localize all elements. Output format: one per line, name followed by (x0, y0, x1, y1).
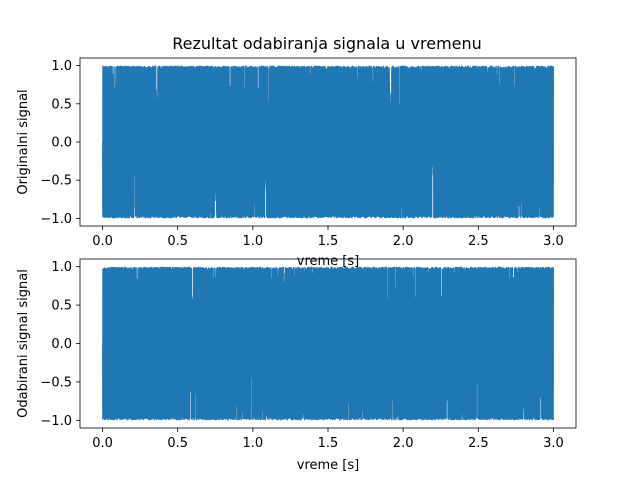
bottom-signal-line (102, 266, 554, 421)
x-tick-label: 1.5 (318, 234, 339, 249)
x-tick-label: 3.0 (543, 436, 564, 451)
top-x-ticks: 0.0 0.5 1.0 1.5 2.0 2.5 3.0 (92, 226, 564, 249)
signal-path (102, 266, 554, 421)
top-signal-line (102, 65, 554, 219)
x-tick-label: 0.5 (167, 234, 188, 249)
x-tick-label: 0.0 (92, 436, 113, 451)
bottom-subplot: 0.0 0.5 1.0 1.5 2.0 2.5 3.0 −1.0−0.50.00.51.0 … (16, 258, 577, 473)
x-tick-label: 2.0 (393, 234, 414, 249)
top-subplot: 0.0 0.5 1.0 1.5 2.0 2.5 3.0 −1.0−0.50.00.51.0 … (16, 57, 577, 269)
bottom-x-ticks: 0.0 0.5 1.0 1.5 2.0 2.5 3.0 (92, 428, 564, 451)
top-y-axis-label: Originalni signal (16, 89, 31, 194)
y-tick-label: 1.0 (51, 260, 72, 275)
y-tick-label: −0.5 (40, 375, 72, 390)
signal-path (102, 65, 554, 219)
bottom-y-axis-label: Odabirani signal signal (16, 269, 31, 418)
x-tick-label: 1.0 (243, 436, 264, 451)
y-tick-label: 1.0 (51, 59, 72, 74)
x-tick-label: 0.5 (167, 436, 188, 451)
y-tick-label: −1.0 (40, 414, 72, 429)
bottom-x-axis-label: vreme [s] (297, 458, 359, 473)
x-tick-label: 1.5 (318, 436, 339, 451)
x-tick-label: 0.0 (92, 234, 113, 249)
top-y-ticks: −1.0 −0.5 0.0 0.5 1.0 (40, 59, 80, 227)
x-tick-label: 2.0 (393, 436, 414, 451)
y-tick-label: −1.0 (40, 212, 72, 227)
x-tick-label: 2.5 (468, 436, 489, 451)
x-tick-label: 3.0 (543, 234, 564, 249)
y-tick-label: −0.5 (40, 174, 72, 189)
x-tick-label: 1.0 (243, 234, 264, 249)
y-tick-label: 0.5 (51, 299, 72, 314)
y-tick-label: 0.0 (51, 136, 72, 151)
chart-title: Rezultat odabiranja signala u vremenu (172, 34, 482, 53)
x-tick-label: 2.5 (468, 234, 489, 249)
y-tick-label: 0.0 (51, 337, 72, 352)
top-x-axis-label: vreme [s] (297, 254, 359, 269)
y-tick-label: 0.5 (51, 97, 72, 112)
bottom-y-ticks: −1.0 −0.5 0.0 0.5 1.0 (40, 260, 80, 429)
